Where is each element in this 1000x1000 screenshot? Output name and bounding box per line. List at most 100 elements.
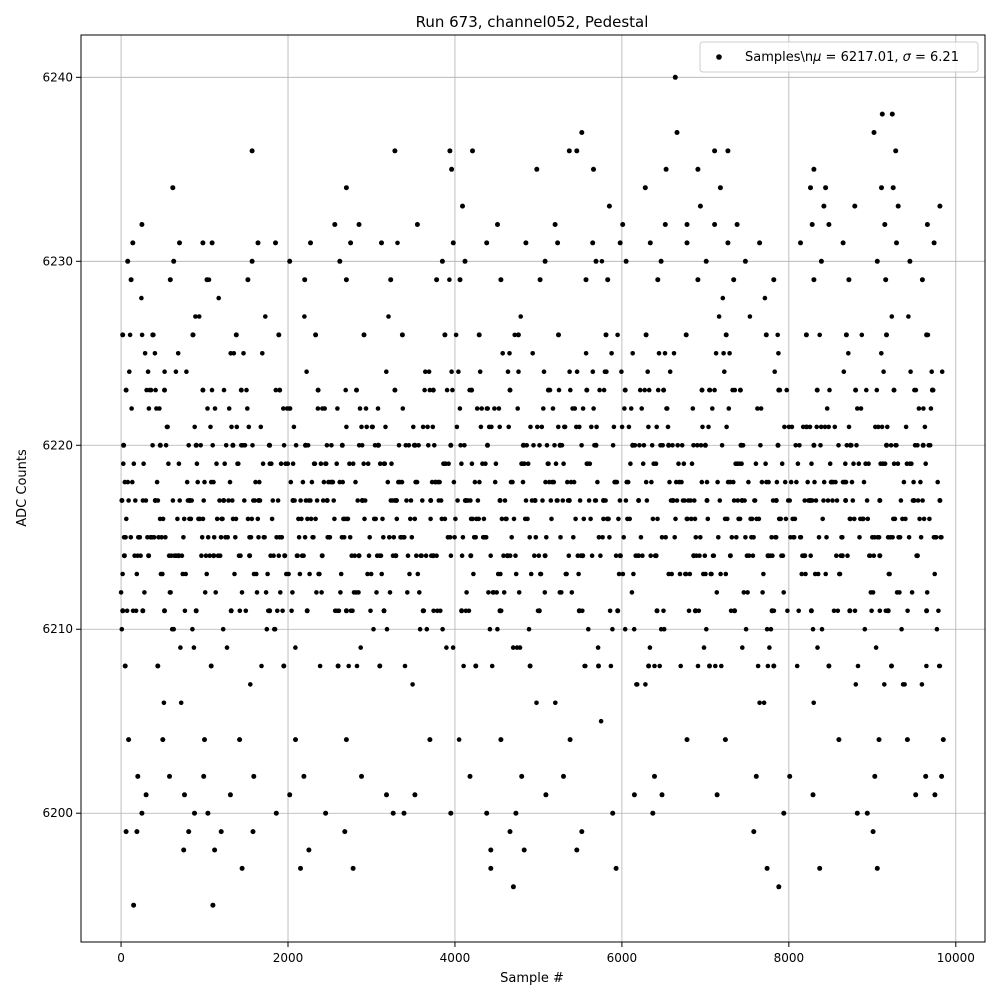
data-point: [924, 663, 929, 669]
data-point: [332, 222, 338, 227]
data-point: [207, 553, 212, 558]
data-point: [821, 203, 827, 209]
data-point: [667, 369, 673, 375]
data-point: [640, 461, 646, 467]
data-point: [556, 332, 561, 338]
data-point: [827, 387, 832, 393]
data-point: [364, 424, 370, 430]
data-point: [124, 608, 130, 614]
data-point: [553, 461, 559, 467]
data-point: [205, 406, 210, 411]
data-point: [466, 608, 472, 614]
data-point: [513, 810, 519, 816]
data-point: [580, 553, 586, 559]
data-point: [446, 461, 451, 467]
data-point: [135, 773, 141, 779]
data-point: [442, 516, 448, 522]
data-point: [527, 535, 532, 540]
data-point: [678, 663, 683, 669]
data-point: [377, 663, 383, 669]
data-point: [211, 553, 217, 559]
data-point: [774, 479, 780, 485]
data-point: [145, 369, 151, 375]
data-point: [244, 387, 249, 393]
data-point: [515, 406, 520, 411]
data-point: [199, 535, 205, 540]
data-point: [647, 645, 653, 650]
data-point: [646, 387, 652, 393]
data-point: [493, 461, 499, 467]
data-point: [302, 277, 308, 283]
data-point: [780, 553, 786, 558]
data-point: [456, 737, 462, 742]
data-point: [450, 240, 456, 246]
data-point: [267, 442, 273, 448]
data-point: [171, 626, 176, 632]
data-point: [286, 571, 291, 577]
data-point: [444, 645, 449, 650]
data-point: [768, 626, 774, 632]
data-point: [591, 406, 596, 411]
data-point: [727, 553, 733, 559]
data-point: [384, 792, 389, 798]
data-point: [427, 737, 433, 743]
data-point: [314, 498, 320, 503]
data-point: [191, 645, 197, 650]
data-point: [358, 645, 364, 650]
data-point: [770, 553, 775, 558]
data-point: [127, 369, 132, 375]
data-point: [902, 682, 907, 687]
data-point: [462, 443, 467, 448]
data-point: [507, 351, 512, 356]
data-point: [600, 535, 605, 540]
data-point: [281, 443, 287, 448]
data-point: [830, 498, 835, 503]
data-point: [691, 553, 697, 559]
data-point: [695, 166, 701, 172]
data-point: [820, 516, 825, 522]
data-point: [655, 387, 661, 393]
data-point: [753, 461, 759, 467]
data-point: [712, 387, 717, 393]
data-point: [658, 258, 664, 264]
data-point: [526, 626, 532, 632]
data-point: [450, 645, 456, 650]
data-point: [764, 865, 770, 871]
data-point: [755, 663, 761, 669]
data-point: [426, 443, 431, 448]
data-point: [139, 295, 144, 301]
data-point: [175, 351, 181, 356]
data-point: [343, 387, 349, 393]
data-point: [159, 535, 164, 540]
data-point: [666, 442, 672, 448]
data-point: [139, 332, 145, 338]
data-point: [537, 277, 543, 283]
data-point: [304, 608, 310, 614]
data-point: [405, 590, 410, 595]
data-point: [837, 571, 843, 577]
data-point: [615, 608, 621, 614]
data-point: [513, 553, 518, 558]
data-point: [209, 240, 215, 246]
data-point: [162, 608, 167, 614]
data-point: [528, 571, 534, 577]
data-point: [212, 406, 218, 411]
data-point: [245, 277, 251, 283]
data-point: [607, 608, 613, 614]
data-point: [552, 222, 558, 227]
data-point: [366, 553, 372, 558]
data-point: [148, 387, 154, 393]
data-point: [761, 571, 766, 577]
data-point: [858, 406, 864, 411]
data-point: [534, 700, 539, 706]
data-point: [639, 406, 644, 411]
data-point: [781, 590, 786, 595]
data-point: [569, 590, 575, 595]
data-point: [340, 479, 346, 485]
data-point: [162, 369, 167, 375]
data-point: [489, 663, 495, 669]
data-point: [510, 884, 516, 890]
data-point: [253, 479, 258, 485]
data-point: [519, 773, 525, 779]
data-point: [702, 553, 708, 558]
